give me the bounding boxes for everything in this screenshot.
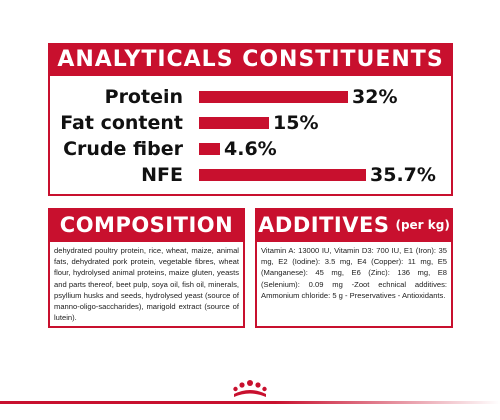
nutrient-bar (199, 117, 269, 129)
nutrient-bar (199, 91, 348, 103)
additives-panel: ADDITIVES (per kg) Vitamin A: 13000 IU, … (255, 208, 453, 328)
analyticals-title: ANALYTICALS CONSTITUENTS (57, 47, 444, 72)
nutrient-row-protein: Protein 32% (0, 85, 500, 109)
nutrient-row-fat: Fat content 15% (0, 111, 500, 135)
composition-text: dehydrated poultry protein, rice, wheat,… (54, 246, 239, 323)
nutrient-label: Crude fiber (63, 138, 183, 160)
composition-title: COMPOSITION (59, 213, 234, 237)
analyticals-frame (48, 76, 453, 196)
additives-subtitle: (per kg) (395, 218, 450, 232)
nutrient-value: 35.7% (370, 164, 436, 186)
nutrient-row-nfe: NFE 35.7% (0, 163, 500, 187)
nutrient-value: 32% (352, 86, 398, 108)
additives-title: ADDITIVES (258, 213, 390, 237)
nutrient-bar (199, 143, 220, 155)
composition-frame (48, 242, 245, 328)
additives-header: ADDITIVES (per kg) (255, 208, 453, 242)
analyticals-banner: ANALYTICALS CONSTITUENTS (48, 43, 453, 76)
crown-logo-icon (233, 380, 267, 397)
additives-frame (255, 242, 453, 328)
nutrient-value: 4.6% (224, 138, 277, 160)
nutrient-row-fiber: Crude fiber 4.6% (0, 137, 500, 161)
nutrient-bar (199, 169, 366, 181)
composition-panel: COMPOSITION dehydrated poultry protein, … (48, 208, 245, 328)
nutrient-value: 15% (273, 112, 319, 134)
nutrient-label: Protein (104, 86, 183, 108)
nutrient-label: NFE (141, 164, 183, 186)
footer-line (0, 401, 500, 404)
composition-header: COMPOSITION (48, 208, 245, 242)
additives-text: Vitamin A: 13000 IU, Vitamin D3: 700 IU,… (261, 246, 447, 300)
nutrient-label: Fat content (60, 112, 183, 134)
